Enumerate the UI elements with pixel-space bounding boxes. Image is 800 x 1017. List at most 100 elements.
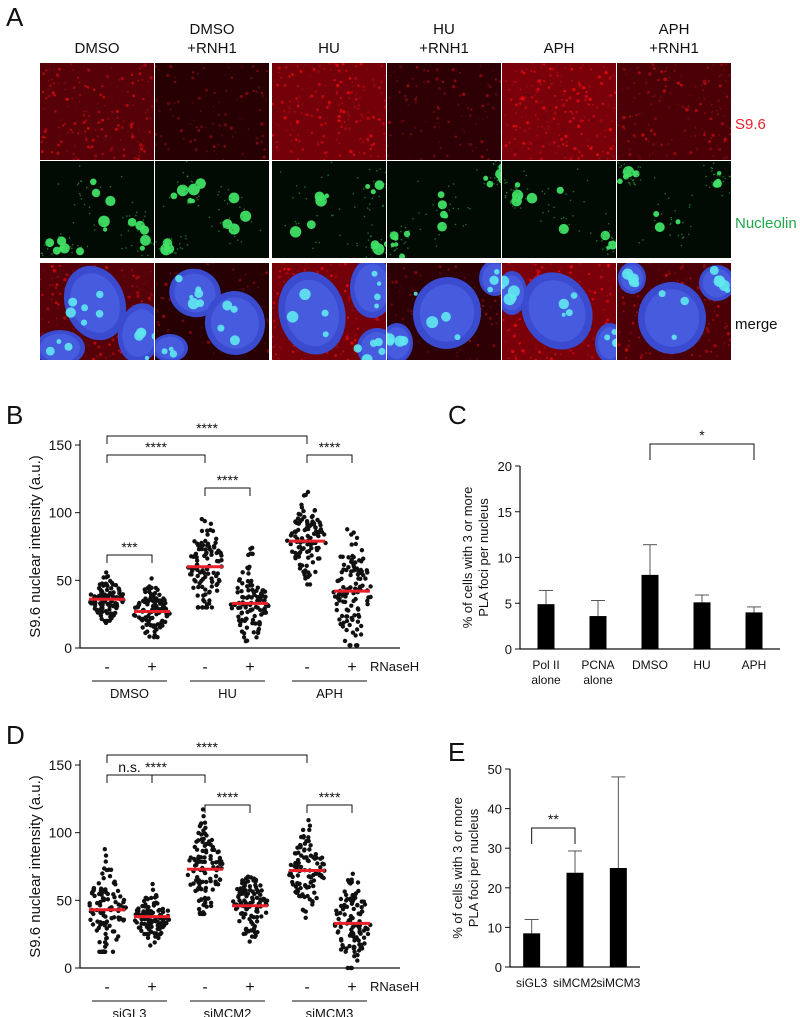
- data-point: [365, 931, 371, 937]
- data-point: [301, 569, 306, 574]
- green-speckle: [304, 186, 306, 188]
- red-speckle: [514, 148, 518, 152]
- red-speckle: [628, 115, 632, 118]
- red-speckle: [256, 69, 259, 73]
- data-point: [252, 934, 258, 939]
- red-speckle: [311, 82, 314, 84]
- green-speckle: [682, 221, 684, 224]
- red-speckle: [252, 281, 256, 285]
- red-speckle: [55, 317, 58, 320]
- micrograph-image: [502, 161, 616, 258]
- red-speckle: [347, 357, 349, 360]
- red-speckle: [229, 126, 233, 130]
- red-speckle: [333, 73, 335, 76]
- data-point: [259, 888, 264, 893]
- red-speckle: [77, 132, 80, 135]
- red-speckle: [433, 153, 437, 157]
- data-point: [344, 618, 350, 624]
- red-speckle: [138, 154, 141, 157]
- red-speckle: [300, 88, 304, 91]
- red-speckle: [296, 158, 300, 160]
- data-point: [345, 527, 350, 532]
- red-speckle: [111, 338, 115, 342]
- green-nucleolus: [170, 192, 178, 200]
- green-speckle: [722, 180, 725, 183]
- green-speckle: [691, 194, 693, 197]
- red-speckle: [584, 116, 587, 119]
- red-speckle: [82, 120, 86, 125]
- red-speckle: [390, 75, 392, 77]
- green-speckle: [602, 232, 605, 235]
- green-speckle: [452, 207, 455, 210]
- green-speckle: [150, 242, 153, 244]
- green-speckle: [494, 177, 496, 179]
- data-point: [102, 847, 108, 852]
- data-point: [108, 611, 114, 616]
- red-speckle: [219, 351, 222, 353]
- red-speckle: [108, 354, 112, 358]
- cyan-nucleolus: [96, 290, 104, 299]
- green-speckle: [378, 195, 380, 198]
- red-speckle: [554, 105, 558, 109]
- data-point: [210, 887, 215, 892]
- red-speckle: [530, 69, 532, 71]
- red-speckle: [117, 124, 120, 127]
- red-speckle: [337, 103, 341, 107]
- red-speckle: [93, 154, 98, 158]
- micrograph-image: [272, 263, 386, 360]
- green-nucleolus: [437, 200, 447, 210]
- data-point: [142, 587, 147, 592]
- red-speckle: [447, 268, 450, 271]
- red-speckle: [272, 108, 275, 112]
- data-point: [296, 527, 301, 533]
- red-speckle: [338, 142, 341, 144]
- red-speckle: [622, 88, 624, 91]
- red-speckle: [534, 346, 538, 350]
- red-speckle: [704, 349, 708, 353]
- green-speckle: [432, 204, 434, 206]
- red-speckle: [459, 143, 462, 146]
- red-speckle: [580, 133, 583, 136]
- data-point: [348, 572, 353, 578]
- green-speckle: [637, 166, 640, 168]
- red-speckle: [579, 92, 582, 94]
- data-point: [120, 592, 126, 597]
- red-speckle: [707, 79, 710, 83]
- red-speckle: [625, 86, 629, 90]
- cyan-nucleolus: [353, 344, 362, 353]
- cyan-nucleolus: [503, 293, 516, 306]
- red-speckle: [383, 132, 386, 135]
- data-point: [152, 940, 157, 945]
- green-nucleolus: [370, 189, 376, 195]
- red-speckle: [264, 342, 267, 345]
- data-point: [355, 880, 361, 885]
- y-tick-label: 100: [49, 505, 73, 521]
- data-point: [97, 949, 102, 954]
- red-speckle: [597, 89, 599, 91]
- red-speckle: [611, 145, 615, 148]
- red-speckle: [478, 117, 481, 119]
- red-speckle: [592, 302, 596, 305]
- red-speckle: [588, 119, 590, 121]
- red-speckle: [683, 129, 687, 132]
- red-speckle: [526, 271, 528, 273]
- red-speckle: [608, 292, 612, 296]
- red-speckle: [146, 297, 149, 299]
- red-speckle: [339, 80, 342, 84]
- red-speckle: [302, 118, 306, 121]
- red-speckle: [531, 63, 534, 65]
- group-label: siMCM2: [204, 1006, 252, 1017]
- red-speckle: [239, 117, 241, 120]
- y-tick-label: 50: [56, 572, 72, 588]
- green-speckle: [548, 204, 550, 206]
- red-speckle: [372, 142, 376, 146]
- red-speckle: [86, 145, 90, 149]
- data-point: [315, 556, 321, 561]
- significance-label: ****: [217, 789, 239, 805]
- cyan-nucleolus: [709, 265, 719, 275]
- y-axis-label: S9.6 nuclear intensity (a.u.): [27, 455, 44, 638]
- red-speckle: [711, 133, 715, 137]
- green-speckle: [127, 223, 130, 226]
- data-point: [251, 926, 257, 931]
- red-speckle: [720, 108, 722, 110]
